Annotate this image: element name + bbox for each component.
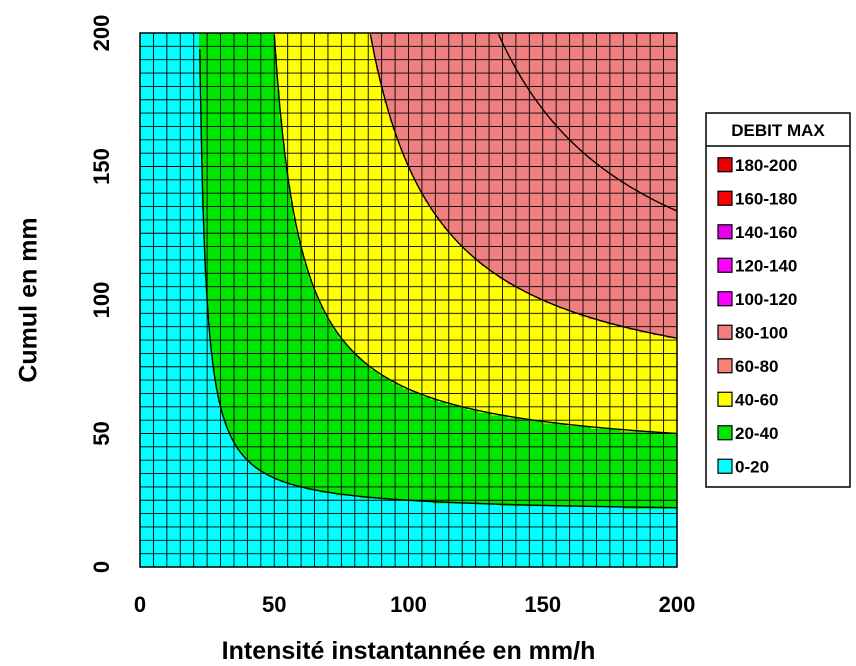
contour-chart: 0 50 100 150 200 050100150200 Intensité inst… <box>0 0 856 666</box>
